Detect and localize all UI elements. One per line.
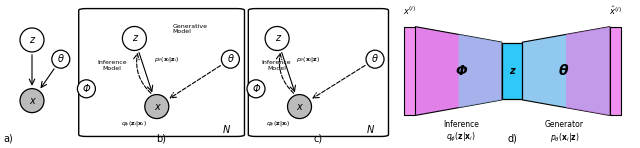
Text: $p_{\theta}(\mathbf{x}_i|\mathbf{z})$: $p_{\theta}(\mathbf{x}_i|\mathbf{z})$ [550,131,579,144]
Text: N: N [366,125,374,135]
Text: θ: θ [372,54,378,64]
Text: $q_\phi(\mathbf{z}_i|\mathbf{x}_i)$: $q_\phi(\mathbf{z}_i|\mathbf{x}_i)$ [122,119,147,129]
Text: $p_\theta(\mathbf{x}_i|\mathbf{z}_i)$: $p_\theta(\mathbf{x}_i|\mathbf{z}_i)$ [154,55,179,64]
Ellipse shape [20,28,44,52]
Text: Φ: Φ [455,64,467,78]
Text: a): a) [3,133,13,144]
Bar [610,27,621,115]
Ellipse shape [287,95,312,119]
Ellipse shape [77,80,95,98]
Text: x: x [29,96,35,106]
Bar [404,27,415,115]
FancyBboxPatch shape [79,9,244,136]
Text: θ: θ [58,54,64,64]
Ellipse shape [221,50,239,68]
Text: d): d) [508,133,518,144]
Text: x: x [297,102,302,112]
Ellipse shape [247,80,265,98]
Text: $x^{(i)}$: $x^{(i)}$ [403,4,416,17]
Text: z: z [132,33,137,44]
Text: Φ: Φ [83,84,90,94]
Text: $\hat{x}^{(i)}$: $\hat{x}^{(i)}$ [609,4,622,17]
Text: N: N [222,125,230,135]
Text: Φ: Φ [252,84,260,94]
Polygon shape [522,27,610,115]
Ellipse shape [145,95,169,119]
Text: z: z [275,33,280,44]
Text: Inference
Model: Inference Model [97,60,127,70]
Bar [502,43,522,99]
Text: b): b) [157,133,166,144]
Text: $q_{\phi}(\mathbf{z}|\mathbf{x}_i)$: $q_{\phi}(\mathbf{z}|\mathbf{x}_i)$ [446,131,476,144]
Text: x: x [154,102,159,112]
FancyBboxPatch shape [248,9,388,136]
Text: z: z [29,35,35,45]
Text: z: z [509,66,515,76]
Text: $q_\phi(\mathbf{z}|\mathbf{x}_i)$: $q_\phi(\mathbf{z}|\mathbf{x}_i)$ [266,119,291,129]
Text: Inference
Model: Inference Model [262,60,291,70]
Text: Inference: Inference [443,120,479,129]
Ellipse shape [20,89,44,113]
Polygon shape [566,27,610,115]
Ellipse shape [265,26,289,50]
Text: Generator: Generator [545,120,584,129]
Text: Generative
Model: Generative Model [173,24,208,34]
Text: $p_\theta(\mathbf{x}_i|\mathbf{z})$: $p_\theta(\mathbf{x}_i|\mathbf{z})$ [296,55,320,64]
Polygon shape [458,34,502,108]
Text: θ: θ [559,64,568,78]
Polygon shape [415,27,502,115]
Ellipse shape [122,26,147,50]
Text: θ: θ [227,54,234,64]
Ellipse shape [366,50,384,68]
Text: c): c) [314,133,323,144]
Ellipse shape [52,50,70,68]
